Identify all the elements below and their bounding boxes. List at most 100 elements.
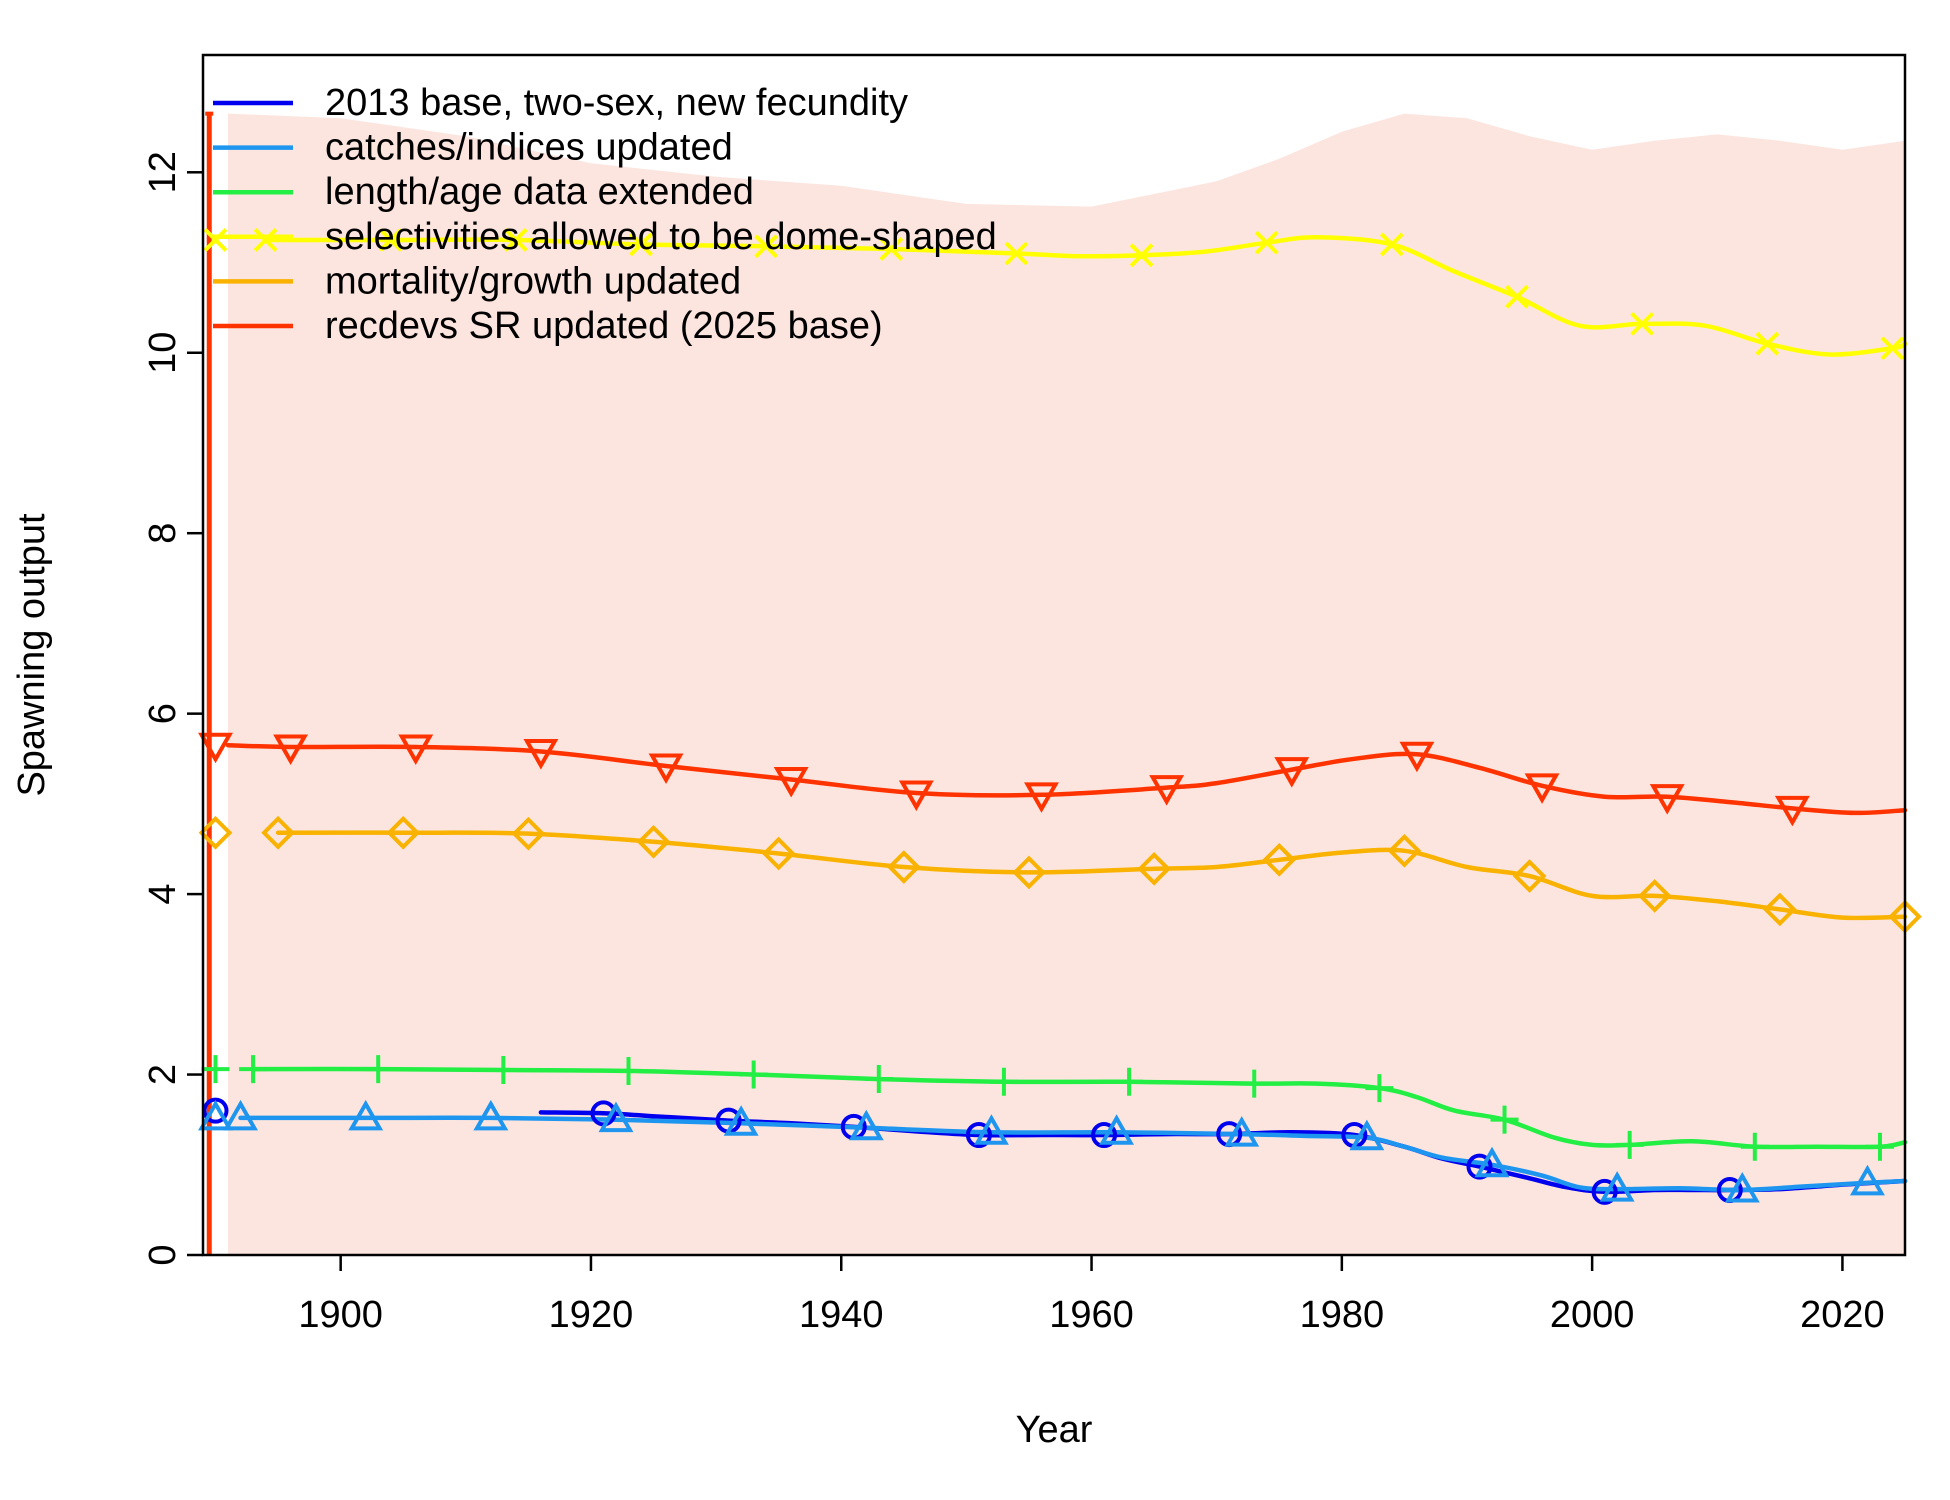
series-4-marker-1 <box>386 815 421 850</box>
legend-item-3: selectivities allowed to be dome-shaped <box>213 216 997 258</box>
series-1-marker-12 <box>1724 1172 1760 1203</box>
series-3-marker-6 <box>1004 241 1029 266</box>
series-2-marker-9 <box>1365 1074 1394 1103</box>
series-3-marker-2 <box>503 228 528 252</box>
series-markers-layer <box>198 228 1922 1205</box>
series-2-marker-7 <box>1115 1067 1144 1096</box>
series-3-marker-1 <box>378 228 403 252</box>
series-line-4 <box>275 830 1908 921</box>
series-0-marker-3 <box>965 1122 992 1148</box>
legend-label-0: 2013 base, two-sex, new fecundity <box>325 82 908 124</box>
series-4-marker-7 <box>1137 852 1171 886</box>
series-2-marker-1 <box>364 1055 393 1084</box>
legend-item-2: length/age data extended <box>213 171 754 213</box>
series-1-marker-10 <box>1474 1146 1510 1178</box>
series-5-marker-5 <box>898 780 934 812</box>
x-tick-label-0: 1900 <box>298 1294 383 1336</box>
series-4-marker-5 <box>886 850 921 884</box>
series-4-marker-12 <box>1763 892 1797 927</box>
y-tick-label-0: 0 <box>142 1244 184 1265</box>
series-1-marker-1 <box>348 1099 384 1131</box>
series-1-marker-13 <box>1850 1164 1885 1196</box>
series-2-marker-12 <box>1740 1132 1769 1161</box>
series-5-marker-1 <box>398 734 434 766</box>
series-4-marker-11 <box>1637 879 1672 913</box>
series-3-marker-10 <box>1505 284 1529 309</box>
series-2-marker-8 <box>1240 1069 1269 1098</box>
series-4-marker-9 <box>1387 833 1422 868</box>
series-3-marker-5 <box>879 237 904 261</box>
y-axis: 0 2 4 6 8 10 12 <box>142 151 203 1266</box>
series-3-marker-12 <box>1755 331 1780 356</box>
y-tick-label-5: 10 <box>142 332 184 374</box>
series-3-marker-0 <box>253 228 278 252</box>
legend-label-2: length/age data extended <box>325 171 754 213</box>
x-tick-label-2: 1940 <box>799 1294 884 1336</box>
y-tick-label-6: 12 <box>142 151 184 193</box>
series-5-marker-11 <box>1649 784 1685 815</box>
y-tick-label-2: 4 <box>142 884 184 905</box>
series-4-marker-10 <box>1512 859 1547 893</box>
plot-frame <box>201 53 1907 1257</box>
series-4-marker-0 <box>261 815 295 850</box>
series-2-marker-3 <box>614 1056 643 1085</box>
series-4-marker-8 <box>1262 842 1297 877</box>
series-line-3 <box>263 235 1908 357</box>
series-2-virgin-marker <box>201 1055 230 1084</box>
legend-item-4: mortality/growth updated <box>213 260 741 302</box>
series-3-marker-7 <box>1129 243 1154 268</box>
series-5-marker-3 <box>648 753 684 785</box>
series-2-marker-4 <box>739 1060 768 1089</box>
y-axis-title: Spawning output <box>11 513 53 797</box>
series-3-marker-4 <box>754 234 779 259</box>
y-tick-label-1: 2 <box>142 1064 184 1085</box>
x-tick-label-4: 1980 <box>1300 1294 1385 1336</box>
series-5-marker-6 <box>1024 782 1059 813</box>
y-tick-label-3: 6 <box>142 703 184 724</box>
series-3-marker-9 <box>1379 232 1404 257</box>
series-1-virgin-marker <box>198 1099 233 1131</box>
legend-item-1: catches/indices updated <box>213 127 733 169</box>
series-3-marker-13 <box>1880 336 1905 361</box>
series-5-virgin-marker <box>198 732 233 764</box>
series-5-marker-0 <box>273 734 309 766</box>
series-3-marker-3 <box>629 232 653 257</box>
series-2-marker-10 <box>1490 1105 1519 1134</box>
series-1-marker-3 <box>598 1101 634 1133</box>
series-2-marker-5 <box>864 1065 893 1094</box>
series-1-marker-9 <box>1349 1119 1385 1151</box>
legend-item-0: 2013 base, two-sex, new fecundity <box>213 82 908 124</box>
series-0-marker-7 <box>1466 1153 1493 1180</box>
series-0-marker-4 <box>1091 1122 1118 1148</box>
series-2-marker-2 <box>489 1056 518 1085</box>
x-tick-label-3: 1960 <box>1049 1294 1134 1336</box>
series-2-marker-11 <box>1615 1130 1644 1159</box>
x-tick-label-6: 2020 <box>1800 1294 1885 1336</box>
y-tick-label-4: 8 <box>142 523 184 544</box>
series-5-marker-9 <box>1399 741 1435 773</box>
legend-item-5: recdevs SR updated (2025 base) <box>213 305 883 347</box>
x-axis-title: Year <box>1016 1409 1093 1451</box>
series-1-marker-6 <box>973 1114 1009 1145</box>
series-2-marker-0 <box>239 1055 268 1084</box>
series-1-marker-5 <box>848 1109 884 1141</box>
series-1-marker-2 <box>473 1099 509 1131</box>
series-1-marker-4 <box>723 1105 759 1136</box>
series-1-marker-8 <box>1224 1116 1260 1147</box>
legend-label-4: mortality/growth updated <box>325 260 741 302</box>
series-5-marker-4 <box>773 767 809 798</box>
series-4-virgin-marker <box>198 815 233 850</box>
series-lines-layer <box>225 235 1908 1195</box>
uncertainty-band-layer <box>205 111 1905 1256</box>
series-1-marker-11 <box>1599 1171 1635 1202</box>
x-tick-label-1: 1920 <box>549 1294 634 1336</box>
series-3-marker-11 <box>1630 311 1655 336</box>
series-4-marker-4 <box>761 836 796 871</box>
legend-label-5: recdevs SR updated (2025 base) <box>325 305 883 347</box>
series-line-5 <box>225 742 1908 816</box>
series-4-marker-2 <box>511 816 546 851</box>
series-4-marker-3 <box>636 824 671 859</box>
series-2-marker-6 <box>989 1067 1018 1096</box>
series-1-marker-7 <box>1099 1114 1135 1145</box>
